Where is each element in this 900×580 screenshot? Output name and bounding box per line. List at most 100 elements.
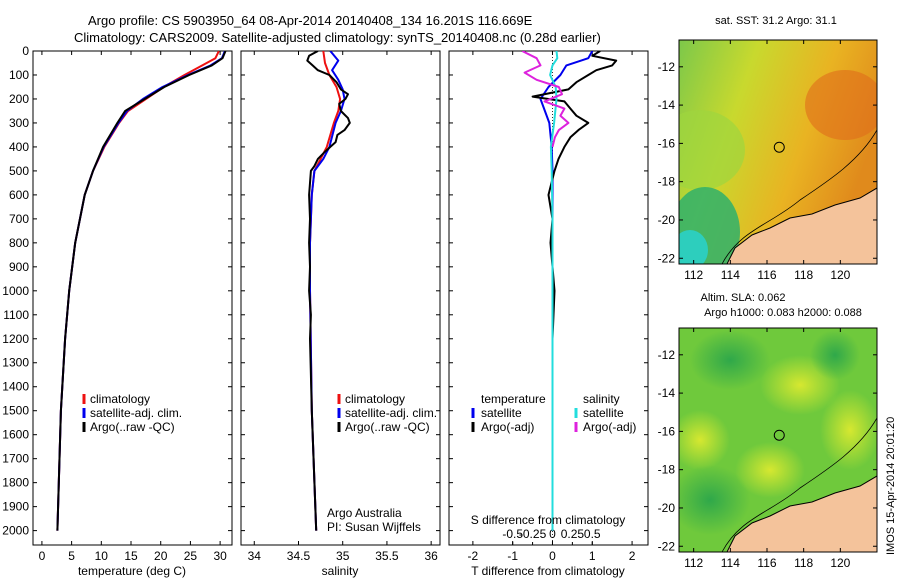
y-tick-label: 1400	[2, 380, 29, 394]
y-tick-label: 700	[9, 212, 29, 226]
map-y-tick-label: -14	[658, 98, 676, 112]
legend-label-argo: Argo(..raw -QC)	[90, 420, 175, 434]
sla-map-title: Altim. SLA: 0.062	[701, 292, 786, 304]
x-tick-label: 35.5	[375, 549, 399, 563]
s-tick-label: -0.25	[519, 527, 547, 541]
map-y-tick-label: -20	[658, 213, 676, 227]
difference-y-ticks	[449, 50, 648, 532]
y-tick-label: 800	[9, 236, 29, 250]
y-tick-label: 1000	[2, 284, 29, 298]
map-x-tick-label: 118	[794, 556, 813, 570]
map-y-tick-label: -20	[658, 501, 676, 515]
temperature-y-axis: 0 100 200 300 400 500 600 700 800 900 1000 1100 1200…	[2, 44, 232, 538]
y-tick-label: 1700	[2, 452, 29, 466]
series-t-satellite	[539, 51, 594, 531]
y-tick-label: 1800	[2, 476, 29, 490]
series-climatology	[56, 51, 220, 531]
y-tick-label: 1200	[2, 332, 29, 346]
annotation-argo-australia: Argo Australia	[327, 506, 402, 520]
x-tick-label: 15	[124, 549, 138, 563]
map-y-tick-label: -18	[658, 463, 676, 477]
sst-map-axes: 112 114 116 118 120 -12 -14 -16 -18 -20 -22	[658, 40, 877, 282]
series-satellite-adj-clim-	[309, 51, 346, 531]
sla-low-3	[810, 330, 860, 380]
sla-land	[726, 475, 877, 552]
y-tick-label: 900	[9, 260, 29, 274]
y-tick-label: 0	[22, 44, 29, 58]
y-tick-label: 400	[9, 140, 29, 154]
salinity-x-axis: 34 34.5 35 35.5 36	[248, 51, 438, 563]
map-x-tick-label: 118	[794, 268, 813, 282]
temperature-lines	[56, 51, 227, 531]
difference-legend: temperature satellite Argo(-adj) salinit…	[471, 392, 636, 434]
x-tick-label: 0	[39, 549, 46, 563]
map-y-tick-label: -16	[658, 136, 676, 150]
sla-map-frame	[678, 327, 878, 553]
x-tick-label: 34.5	[287, 549, 311, 563]
difference-xlabel-top: S difference from climatology	[471, 513, 626, 527]
map-x-tick-label: 116	[757, 556, 776, 570]
difference-panel: -2 -1 0 1 2 -0.5-0.25 0 0.25 0.5 T difference f…	[448, 50, 649, 578]
series-s-satellite	[549, 51, 559, 531]
sla-high-2	[735, 442, 805, 498]
y-tick-label: 1900	[2, 500, 29, 514]
sla-low-1	[690, 330, 770, 390]
sal-legend-label-climatology: climatology	[345, 392, 405, 406]
header-title-line2: Climatology: CARS2009. Satellite-adjuste…	[74, 30, 601, 45]
s-tick-label: -0.5	[502, 527, 523, 541]
salinity-lines	[306, 51, 351, 531]
sla-argo-marker	[773, 429, 785, 441]
annotation-pi: PI: Susan Wijffels	[327, 520, 421, 534]
salinity-legend: climatology satellite-adj. clim. Argo(..…	[337, 392, 437, 434]
sla-map-image	[679, 328, 877, 552]
legend-label-satellite: satellite-adj. clim.	[90, 406, 182, 420]
legend-label-s-satellite: satellite	[583, 406, 624, 420]
legend-label-climatology: climatology	[90, 392, 150, 406]
y-tick-label: 100	[9, 68, 29, 82]
sst-argo-marker	[773, 141, 785, 153]
sla-map-axes: 112 114 116 118 120 -12 -14 -16 -18 -20 -22	[658, 328, 877, 570]
map-y-tick-label: -18	[658, 175, 676, 189]
x-tick-label: 10	[95, 549, 109, 563]
map-x-tick-label: 120	[830, 556, 850, 570]
map-x-tick-label: 116	[757, 268, 776, 282]
difference-lines	[521, 51, 618, 531]
sla-map-subtitle: Argo h1000: 0.083 h2000: 0.088	[704, 307, 862, 319]
map-y-tick-label: -12	[658, 60, 676, 74]
temperature-x-axis: 0 5 10 15 20 25 30	[39, 51, 227, 563]
map-x-tick-label: 114	[721, 556, 740, 570]
legend-label-t-argo: Argo(-adj)	[481, 420, 534, 434]
x-tick-label: 30	[213, 549, 227, 563]
sal-legend-label-satellite: satellite-adj. clim.	[345, 406, 437, 420]
x-tick-label: -2	[468, 549, 479, 563]
series-satellite-adj-clim-	[56, 51, 226, 531]
series-argo-raw-qc-	[306, 51, 351, 531]
sst-cool-patch	[679, 110, 745, 190]
x-tick-label: 36	[424, 549, 438, 563]
sla-high-4	[679, 410, 730, 470]
legend-title-salinity: salinity	[583, 392, 620, 406]
salinity-panel: 34 34.5 35 35.5 36 salinity climatology sate…	[240, 50, 441, 578]
difference-xlabel: T difference from climatology	[471, 564, 625, 578]
y-tick-label: 2000	[2, 524, 29, 538]
legend-label-t-satellite: satellite	[481, 406, 522, 420]
x-tick-label: 20	[154, 549, 168, 563]
legend-label-s-argo: Argo(-adj)	[583, 420, 636, 434]
sla-low-2	[679, 465, 750, 535]
y-tick-label: 600	[9, 188, 29, 202]
map-x-tick-label: 114	[721, 268, 740, 282]
series-t-argo-adj-	[531, 51, 618, 531]
series-s-argo-adj-	[521, 51, 570, 148]
map-x-tick-label: 112	[684, 556, 703, 570]
x-tick-label: 5	[68, 549, 75, 563]
x-tick-label: 34	[248, 549, 262, 563]
y-tick-label: 1100	[3, 308, 29, 322]
sal-legend-label-argo: Argo(..raw -QC)	[345, 420, 430, 434]
map-y-tick-label: -22	[658, 251, 676, 265]
imos-watermark: IMOS 15-Apr-2014 20:01:20	[885, 417, 897, 555]
temperature-frame	[32, 50, 233, 546]
y-tick-label: 1500	[2, 404, 29, 418]
y-tick-label: 1300	[2, 356, 29, 370]
map-x-tick-label: 112	[684, 268, 703, 282]
